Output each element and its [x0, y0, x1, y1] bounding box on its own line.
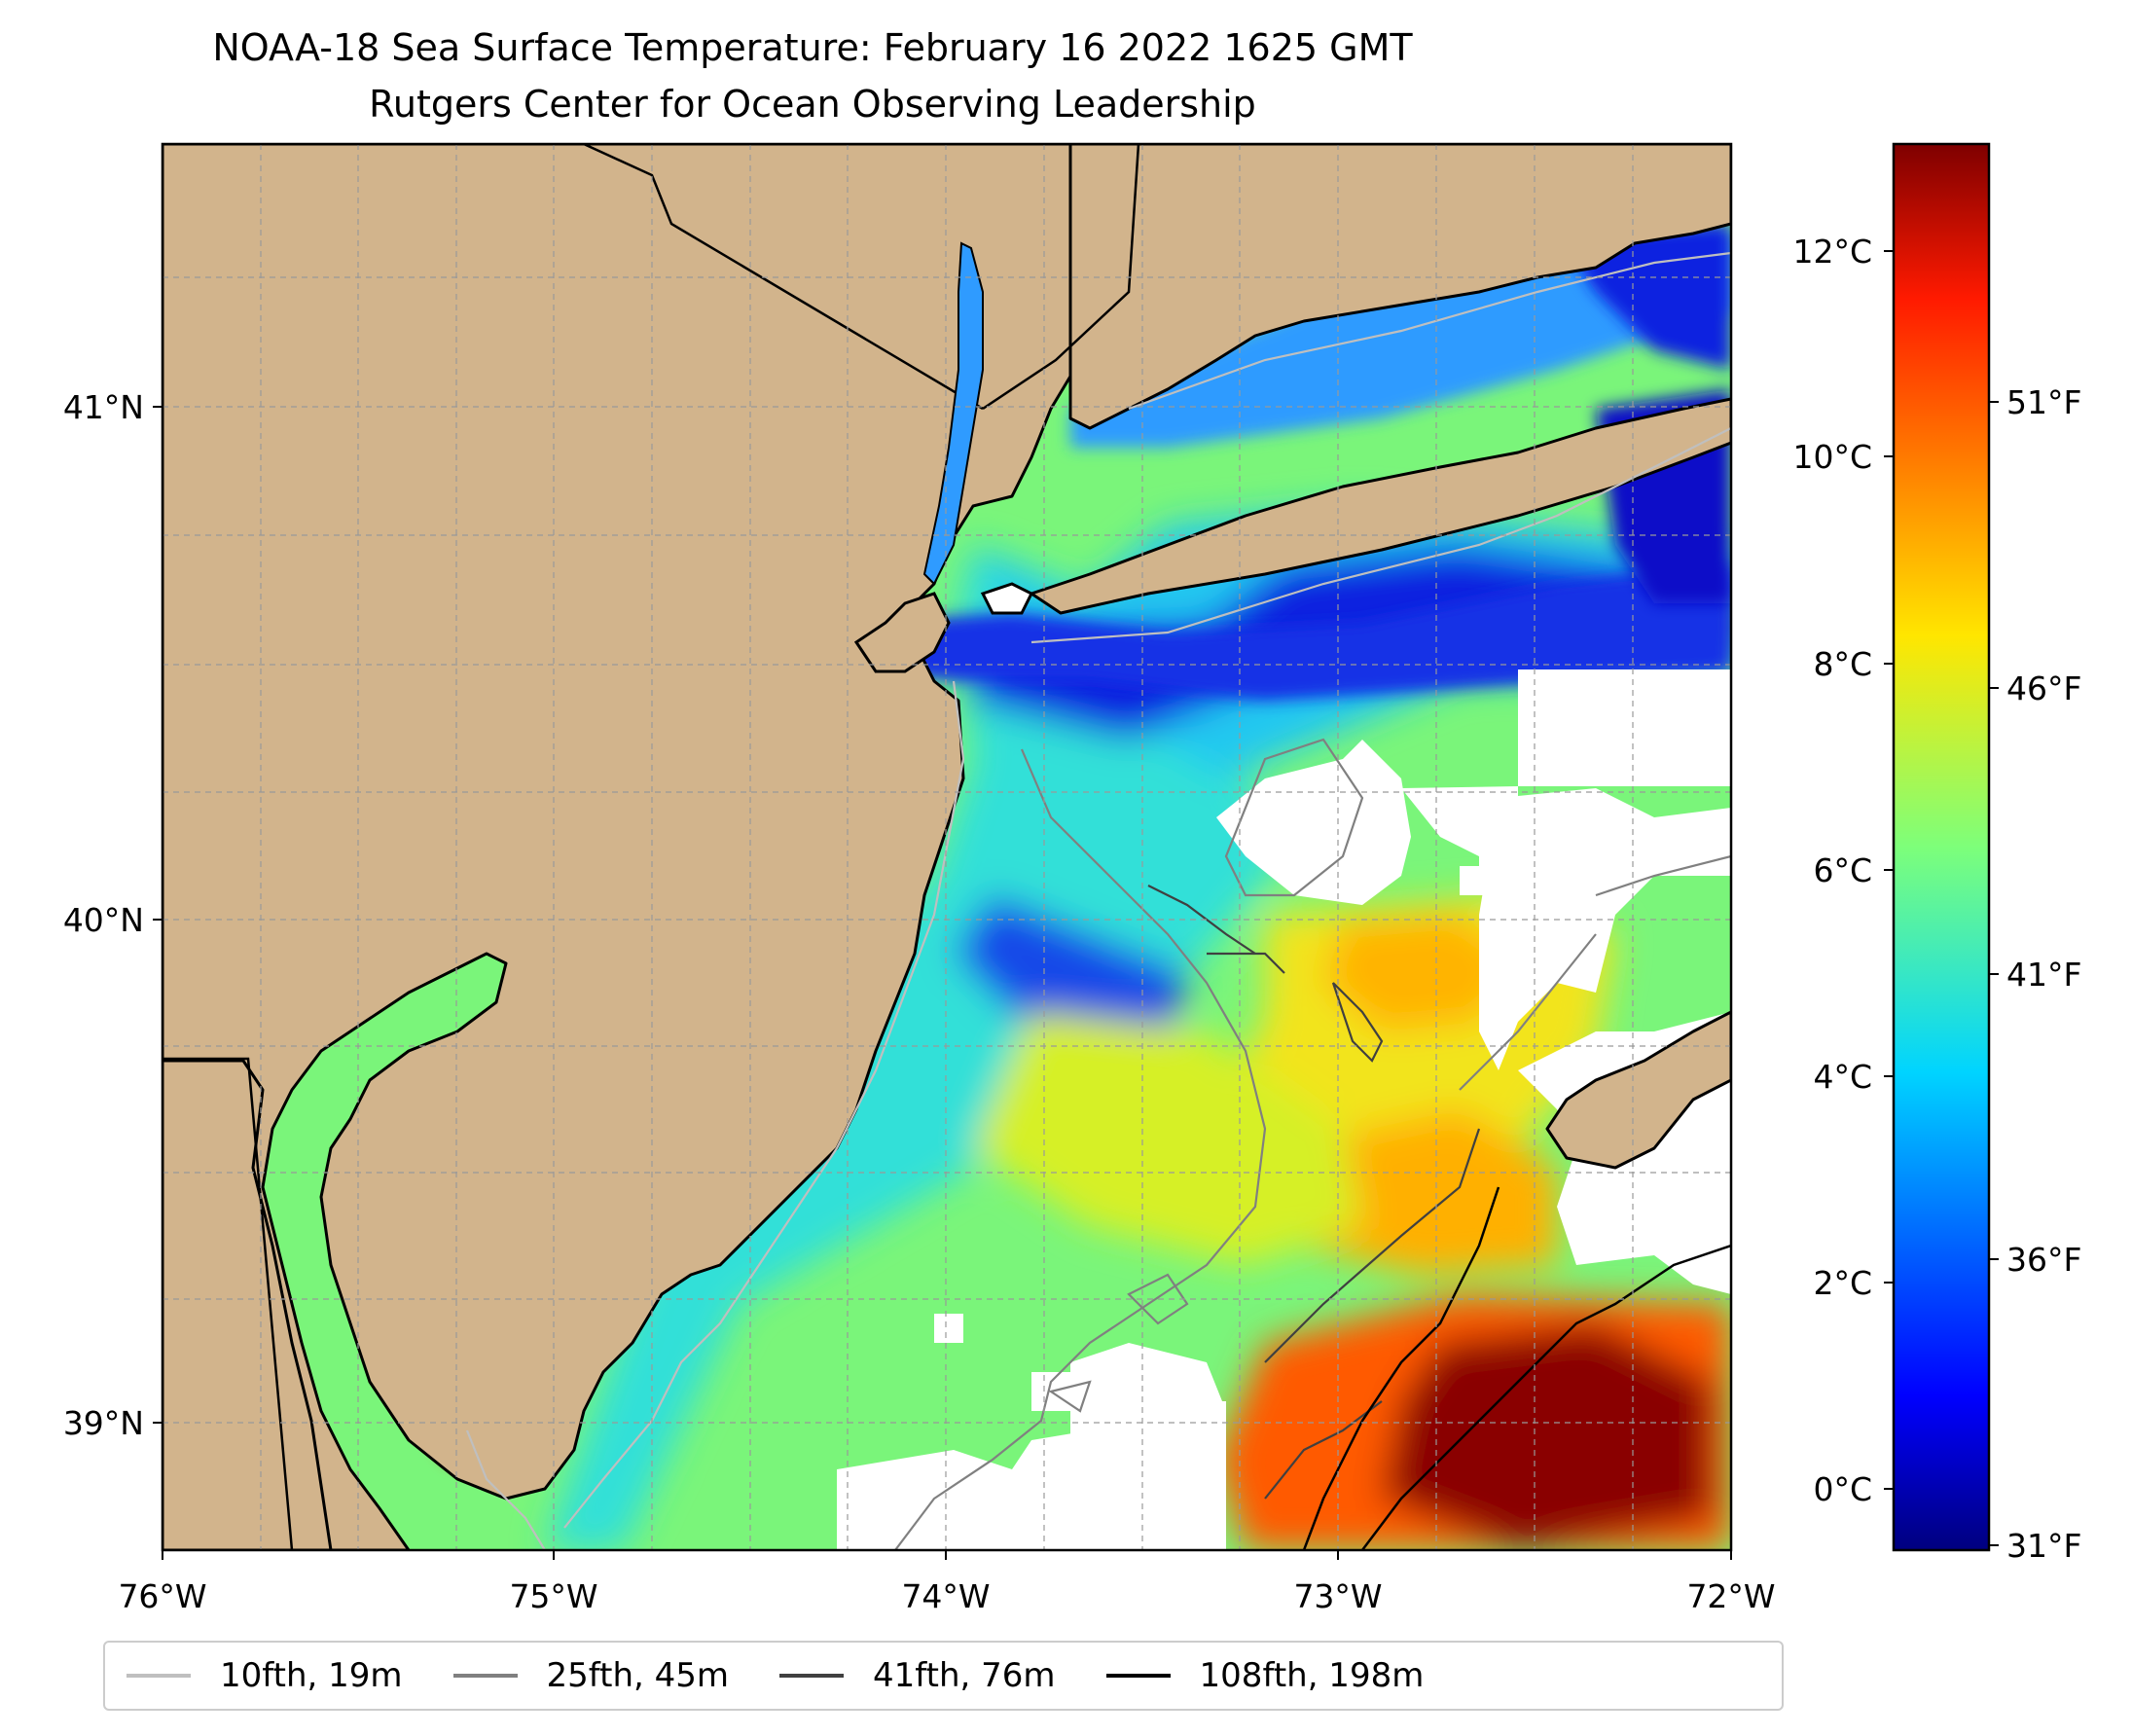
legend-swatch — [1105, 1674, 1171, 1678]
map-title: NOAA-18 Sea Surface Temperature: Februar… — [212, 26, 1413, 69]
isobath-41fth — [1147, 885, 1481, 1500]
legend-item-41fth: 41fth, 76m — [779, 1656, 1056, 1695]
x-tick-label: 74°W — [901, 1577, 990, 1615]
legend-swatch — [779, 1674, 845, 1678]
x-tick-label: 72°W — [1686, 1577, 1775, 1615]
colorbar-celsius-label: 2°C — [1813, 1264, 1872, 1302]
x-tick-label: 75°W — [509, 1577, 597, 1615]
colorbar-celsius-label: 0°C — [1813, 1470, 1872, 1508]
legend-label: 10fth, 19m — [220, 1656, 403, 1695]
isobath-legend: 10fth, 19m 25fth, 45m 41fth, 76m 108fth,… — [103, 1641, 1784, 1711]
state-borders — [163, 144, 1140, 1550]
x-tick-label: 73°W — [1293, 1577, 1382, 1615]
long-island-sound-sst — [1070, 234, 1731, 448]
y-tick-label: 41°N — [63, 388, 144, 426]
x-axis — [162, 1550, 1732, 1560]
y-tick-label: 40°N — [63, 901, 144, 939]
legend-swatch — [452, 1674, 518, 1678]
legend-item-25fth: 25fth, 45m — [452, 1656, 730, 1695]
colorbar-fahrenheit-label: 46°F — [2006, 669, 2081, 707]
land-masses — [163, 144, 1731, 1550]
legend-item-10fth: 10fth, 19m — [126, 1656, 403, 1695]
isobath-108fth — [1302, 1186, 1731, 1550]
colorbar-celsius-label: 10°C — [1792, 438, 1872, 476]
legend-swatch — [126, 1674, 191, 1678]
gridlines — [163, 144, 1731, 1550]
isobath-10fth — [465, 251, 1731, 1550]
colorbar — [1892, 142, 1991, 1552]
colorbar-fahrenheit-label: 41°F — [2006, 956, 2081, 994]
colorbar-celsius-label: 4°C — [1813, 1058, 1872, 1096]
y-axis — [153, 406, 163, 1424]
colorbar-fahrenheit-label: 36°F — [2006, 1241, 2081, 1279]
map-subtitle: Rutgers Center for Ocean Observing Leade… — [369, 83, 1256, 126]
colorbar-celsius-ticks — [1884, 250, 1894, 1490]
colorbar-celsius-label: 12°C — [1792, 233, 1872, 271]
colorbar-fahrenheit-ticks — [1989, 401, 1999, 1546]
legend-label: 108fth, 198m — [1199, 1656, 1425, 1695]
y-tick-label: 39°N — [63, 1404, 144, 1442]
colorbar-celsius-label: 8°C — [1813, 645, 1872, 683]
legend-label: 41fth, 76m — [873, 1656, 1056, 1695]
colorbar-celsius-label: 6°C — [1813, 851, 1872, 889]
legend-item-108fth: 108fth, 198m — [1105, 1656, 1425, 1695]
ny-bight-cold-band — [847, 564, 1731, 701]
map-area — [163, 144, 1731, 1550]
colorbar-fahrenheit-label: 31°F — [2006, 1527, 2081, 1565]
legend-label: 25fth, 45m — [546, 1656, 730, 1695]
isobath-25fth — [894, 738, 1731, 1550]
colorbar-fahrenheit-label: 51°F — [2006, 383, 2081, 421]
x-tick-label: 76°W — [118, 1577, 206, 1615]
